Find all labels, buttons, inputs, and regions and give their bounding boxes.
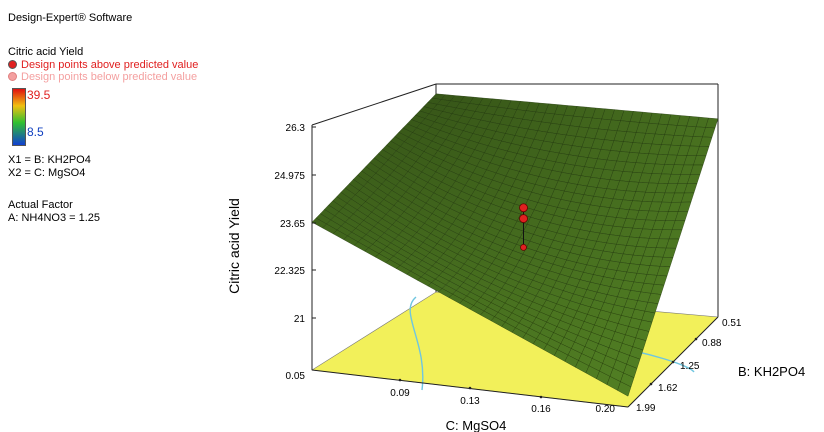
app-title: Design-Expert® Software	[8, 12, 133, 24]
above-point-icon	[8, 60, 17, 69]
color-scale-bar	[12, 88, 26, 146]
x-tick-mark-1	[398, 378, 402, 382]
legend-below: Design points below predicted value	[8, 71, 197, 83]
x-tick-label-4: 0.20	[596, 404, 616, 415]
surface-cell	[617, 381, 632, 397]
z-tick-label-4: 21	[294, 314, 306, 325]
response-name: Citric acid Yield	[8, 46, 84, 58]
actual-factor-title: Actual Factor	[8, 199, 73, 211]
response-surface	[311, 93, 719, 397]
frame-back-top-left	[311, 83, 437, 126]
x-axis-title: C: MgSO4	[446, 418, 507, 432]
design-points	[519, 203, 528, 251]
y-axis-ticks: 0.51 0.88 1.25 1.62 1.99	[636, 318, 742, 414]
x-tick-label-2: 0.13	[460, 396, 480, 407]
y-axis-title: B: KH2PO4	[738, 364, 805, 379]
x1-definition: X1 = B: KH2PO4	[8, 154, 91, 166]
legend-above: Design points above predicted value	[8, 59, 198, 71]
z-tick-label-1: 24.975	[274, 171, 305, 182]
z-axis-ticks: 26.3 24.975 23.65 22.325 21	[274, 123, 316, 325]
x-tick-label-3: 0.16	[531, 404, 551, 415]
y-tick-label-3: 1.62	[658, 383, 678, 394]
scale-min-label: 8.5	[27, 125, 44, 139]
z-axis-title: Citric acid Yield	[226, 198, 242, 294]
design-point-below	[520, 243, 527, 251]
below-point-icon	[8, 72, 17, 81]
y-tick-label-1: 0.88	[702, 338, 722, 349]
y-tick-label-0: 0.51	[722, 318, 742, 329]
y-tick-mark-2	[671, 360, 675, 364]
x-tick-label-1: 0.09	[390, 388, 410, 399]
y-tick-mark-1	[694, 337, 698, 341]
legend-above-label: Design points above predicted value	[21, 59, 199, 71]
scale-max-label: 39.5	[27, 88, 51, 102]
x-tick-mark-2	[468, 386, 472, 390]
y-tick-mark-3	[649, 382, 653, 386]
z-tick-label-2: 23.65	[280, 219, 305, 230]
y-tick-label-2: 1.25	[680, 361, 700, 372]
y-tick-label-4: 1.99	[636, 403, 656, 414]
design-point-above	[519, 214, 528, 223]
z-tick-label-3: 22.325	[274, 266, 305, 277]
x2-definition: X2 = C: MgSO4	[8, 167, 86, 179]
x-tick-mark-3	[539, 395, 543, 399]
design-point-above	[519, 203, 528, 213]
contour-line-left	[409, 296, 424, 391]
x-tick-label-0: 0.05	[286, 371, 306, 382]
z-tick-label-0: 26.3	[286, 123, 306, 134]
x-axis-ticks: 0.05 0.09 0.13 0.16 0.20	[286, 371, 616, 415]
legend-below-label: Design points below predicted value	[21, 71, 198, 83]
actual-factor-value: A: NH4NO3 = 1.25	[8, 212, 101, 224]
